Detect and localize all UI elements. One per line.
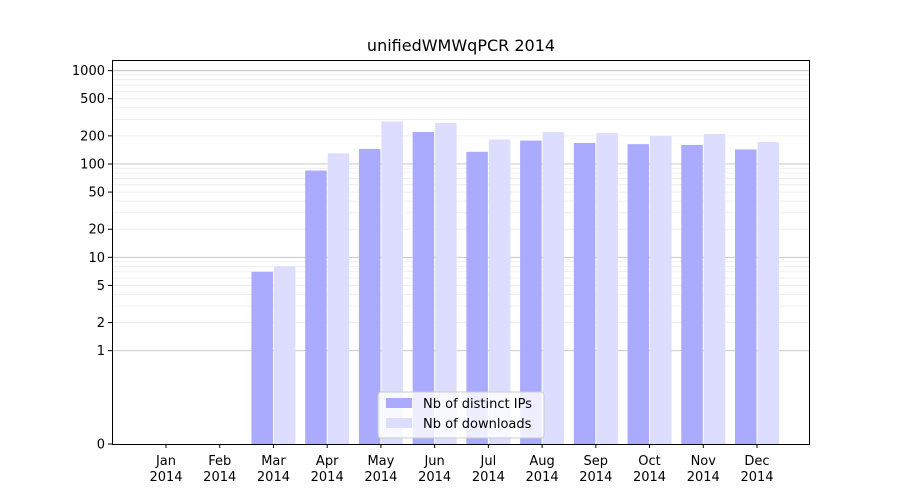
y-tick-label: 0 [97,438,105,453]
x-tick-label-year: 2014 [203,470,236,485]
legend-label: Nb of downloads [423,417,532,432]
x-tick-label-month: Sep [584,454,609,469]
bar-downloads-jun [435,122,457,444]
x-tick-label-year: 2014 [257,470,290,485]
bar-distinct-ips-may [358,148,381,444]
x-tick-label-month: Feb [208,454,231,469]
x-tick-label-year: 2014 [364,470,397,485]
y-tick-label: 1 [97,344,105,359]
y-tick-label: 10 [88,251,105,266]
x-tick-label-month: Dec [744,454,769,469]
legend-swatch [386,398,412,408]
x-tick-label-month: Aug [529,454,554,469]
legend-swatch [386,418,412,428]
x-tick-label-year: 2014 [633,470,666,485]
x-tick-label-year: 2014 [311,470,344,485]
x-tick-label-year: 2014 [472,470,505,485]
y-axis: 0 1 2 5 10 20 50 100 200 500 1000 [72,64,112,453]
bar-downloads-apr [327,153,350,444]
x-tick-label-month: Jun [423,454,444,469]
bar-distinct-ips-jun [412,132,435,444]
x-tick-label-year: 2014 [740,470,773,485]
x-tick-label-year: 2014 [149,470,182,485]
y-tick-label: 50 [88,186,105,201]
x-tick-label-month: Oct [638,454,660,469]
x-tick-label-month: May [367,454,394,469]
bar-distinct-ips-aug [520,140,542,444]
x-tick-label-year: 2014 [579,470,612,485]
x-tick-label-month: Mar [261,454,286,469]
bar-downloads-aug [542,132,565,444]
bar-distinct-ips-oct [627,144,650,444]
x-tick-label-month: Apr [316,454,339,469]
y-tick-label: 1000 [72,64,105,79]
bar-downloads-jul [488,139,511,444]
bar-distinct-ips-apr [305,170,327,444]
x-tick-label-year: 2014 [526,470,559,485]
bar-downloads-sep [596,132,618,444]
bar-distinct-ips-dec [735,149,757,444]
y-tick-label: 20 [88,223,105,238]
x-tick-label-year: 2014 [687,470,720,485]
y-tick-label: 200 [80,129,105,144]
x-tick-label-year: 2014 [418,470,451,485]
bars [251,121,779,444]
bar-downloads-oct [650,135,672,444]
chart-title: unifiedWMWqPCR 2014 [367,36,555,55]
legend-label: Nb of distinct IPs [423,397,532,412]
bar-distinct-ips-jul [466,151,488,444]
x-tick-label-month: Nov [691,454,717,469]
bar-downloads-may [381,121,403,444]
y-tick-label: 5 [97,279,105,294]
y-tick-label: 2 [97,316,105,331]
bar-downloads-nov [703,133,726,444]
x-axis: Jan2014Feb2014Mar2014Apr2014May2014Jun20… [149,444,774,485]
bar-distinct-ips-mar [251,271,273,444]
x-tick-label-month: Jul [480,454,497,469]
bar-downloads-dec [757,141,779,444]
y-tick-label: 100 [80,157,105,172]
x-tick-label-month: Jan [155,454,176,469]
legend: Nb of distinct IPs Nb of downloads [377,391,545,439]
bar-distinct-ips-nov [681,144,703,444]
plot-frame [112,60,810,445]
bar-distinct-ips-sep [573,142,596,444]
y-tick-label: 500 [80,92,105,107]
legend-box [377,391,545,439]
bar-downloads-mar [273,266,296,444]
